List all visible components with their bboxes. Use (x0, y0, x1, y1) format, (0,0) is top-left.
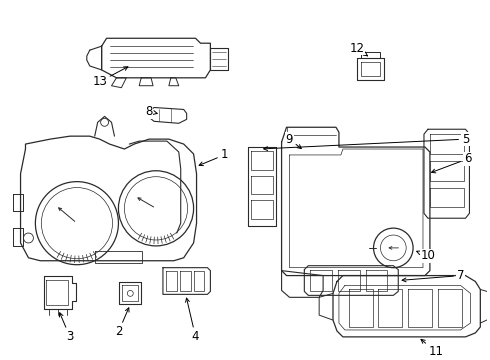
Text: 11: 11 (421, 339, 443, 358)
Text: 2: 2 (115, 308, 129, 338)
Text: 13: 13 (92, 67, 128, 88)
Text: 10: 10 (416, 249, 435, 262)
Text: 12: 12 (349, 42, 368, 56)
Text: 6: 6 (432, 152, 471, 173)
Text: 8: 8 (146, 105, 157, 118)
Text: 3: 3 (59, 313, 74, 343)
Text: 5: 5 (264, 132, 469, 150)
Text: 9: 9 (286, 132, 301, 149)
Text: 1: 1 (199, 148, 228, 166)
Text: 7: 7 (402, 269, 465, 282)
Text: 4: 4 (186, 298, 199, 343)
